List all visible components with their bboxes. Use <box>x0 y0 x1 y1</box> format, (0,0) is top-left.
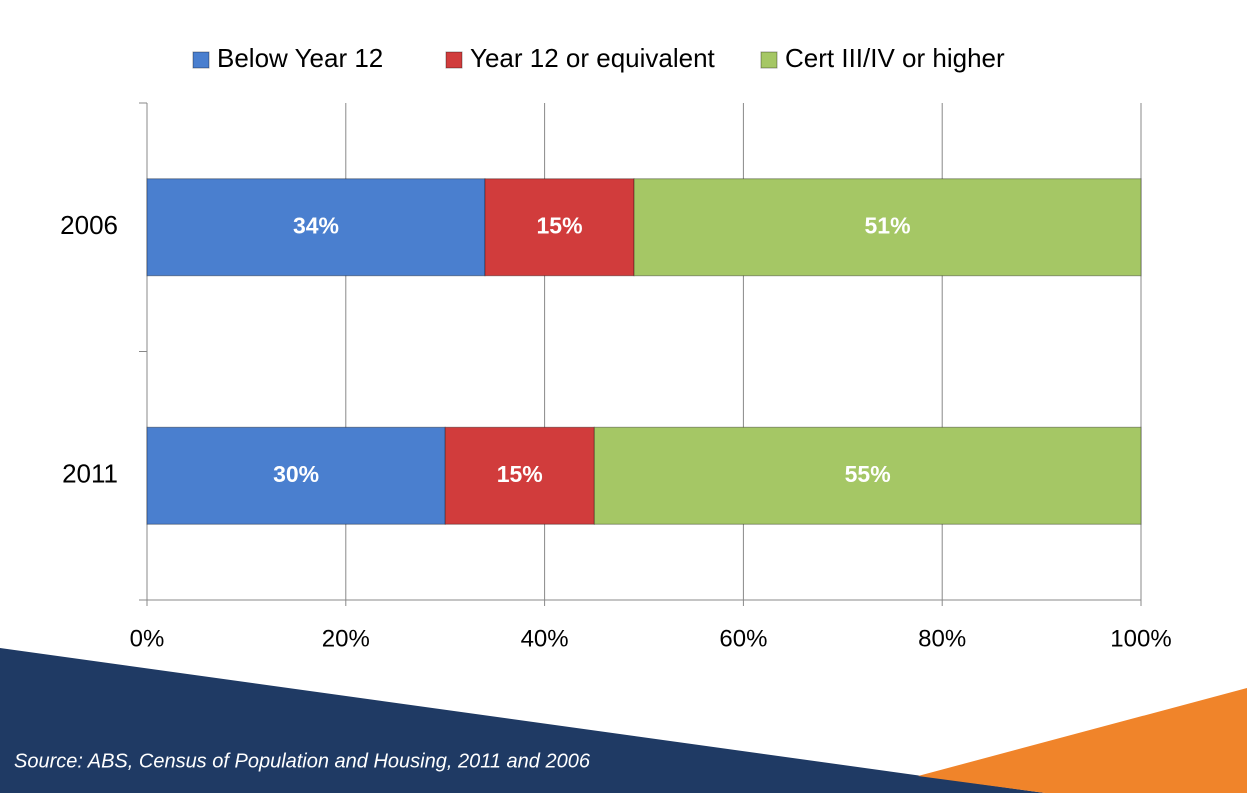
data-label: 51% <box>865 212 911 238</box>
y-tick-label: 2006 <box>60 210 118 240</box>
x-tick-label: 80% <box>918 625 966 652</box>
data-label: 15% <box>536 212 582 238</box>
legend-label: Cert III/IV or higher <box>785 43 1005 73</box>
y-tick-label: 2011 <box>62 459 118 489</box>
bar-segment <box>146 426 446 525</box>
decor-triangle <box>918 688 1247 793</box>
source-note: Source: ABS, Census of Population and Ho… <box>14 750 591 772</box>
bar-segment <box>484 178 635 277</box>
x-tick-label: 0% <box>130 625 165 652</box>
legend-marker <box>192 51 210 69</box>
legend-label: Below Year 12 <box>217 43 383 73</box>
data-label: 30% <box>273 461 319 487</box>
data-label: 15% <box>497 461 543 487</box>
bar-segment <box>593 426 1142 525</box>
bar-segment <box>633 178 1142 277</box>
legend-marker <box>445 51 463 69</box>
x-tick-label: 20% <box>322 625 370 652</box>
data-label: 34% <box>293 212 339 238</box>
decor-band <box>0 648 1045 793</box>
x-tick-label: 100% <box>1110 625 1171 652</box>
legend-marker <box>760 51 778 69</box>
legend-label: Year 12 or equivalent <box>470 43 716 73</box>
x-tick-label: 60% <box>719 625 767 652</box>
x-tick-label: 40% <box>521 625 569 652</box>
bar-segment <box>444 426 595 525</box>
data-label: 55% <box>845 461 891 487</box>
